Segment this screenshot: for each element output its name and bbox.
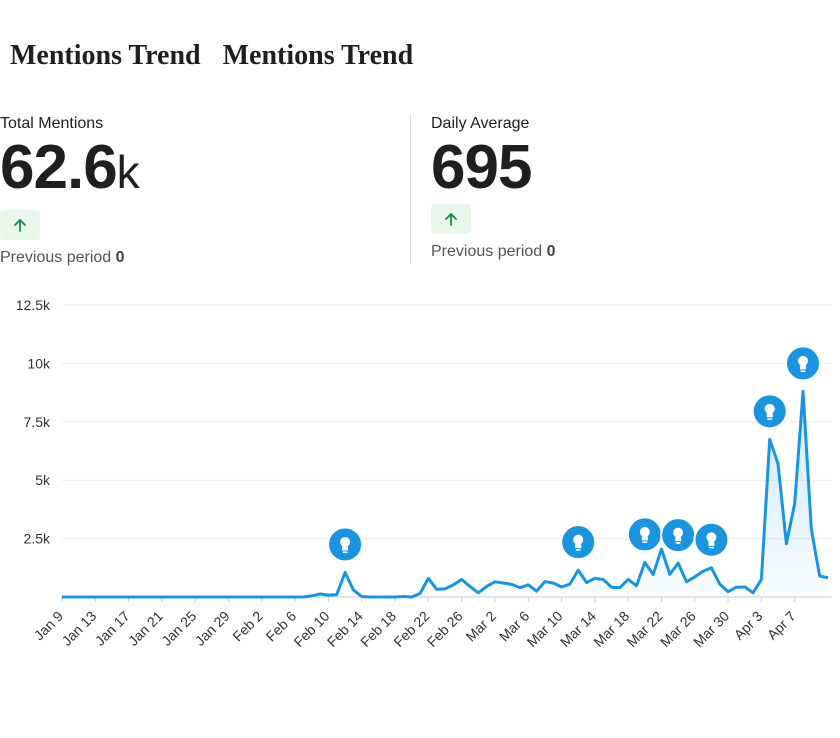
grid-lines bbox=[62, 304, 832, 540]
previous-period-value: 0 bbox=[546, 243, 556, 260]
x-tick-label: Feb 10 bbox=[290, 608, 332, 650]
y-tick-label: 5k bbox=[35, 472, 51, 488]
previous-period: Previous period 0 bbox=[431, 242, 556, 262]
previous-period-label: Previous period bbox=[431, 243, 543, 260]
x-tick-label: Mar 10 bbox=[524, 608, 566, 650]
page-title-duplicate: Mentions Trend bbox=[222, 40, 414, 71]
x-tick-label: Apr 3 bbox=[731, 608, 766, 643]
kpi-label: Total Mentions bbox=[0, 115, 104, 132]
x-tick-label: Mar 18 bbox=[590, 608, 632, 650]
lightbulb-icon[interactable] bbox=[327, 526, 364, 563]
x-tick-label: Jan 29 bbox=[192, 608, 233, 649]
page-title: Mentions Trend bbox=[10, 40, 201, 71]
lightbulb-icon[interactable] bbox=[693, 521, 730, 558]
previous-period-value: 0 bbox=[115, 249, 125, 266]
kpi-label: Daily Average bbox=[431, 115, 530, 132]
lightbulb-icon[interactable] bbox=[660, 517, 697, 554]
y-tick-label: 7.5k bbox=[24, 414, 51, 430]
y-tick-label: 2.5k bbox=[24, 531, 51, 547]
kpi-suffix: k bbox=[116, 146, 140, 198]
lightbulb-icon[interactable] bbox=[560, 524, 597, 561]
lightbulb-icon[interactable] bbox=[785, 345, 822, 382]
arrow-up-icon bbox=[14, 219, 26, 232]
annotations bbox=[327, 345, 822, 563]
trend-badge bbox=[431, 204, 471, 234]
x-tick-label: Jan 21 bbox=[125, 608, 166, 649]
x-tick-label: Jan 25 bbox=[158, 608, 199, 649]
title-row: Mentions Trend Mentions Trend bbox=[10, 38, 413, 74]
previous-period: Previous period 0 bbox=[0, 248, 140, 268]
x-tick-label: Feb 14 bbox=[324, 608, 366, 650]
x-tick-label: Feb 26 bbox=[424, 608, 466, 650]
x-tick-label: Jan 17 bbox=[92, 608, 133, 649]
kpi-divider bbox=[410, 114, 411, 264]
x-tick-label: Mar 22 bbox=[623, 608, 665, 650]
kpi-value: 695 bbox=[431, 136, 556, 200]
previous-period-label: Previous period bbox=[0, 249, 112, 266]
lightbulb-icon[interactable] bbox=[626, 516, 663, 553]
x-tick-label: Feb 2 bbox=[229, 608, 266, 645]
trend-badge bbox=[0, 210, 40, 240]
arrow-up-icon bbox=[445, 213, 457, 226]
x-tick-label: Mar 26 bbox=[657, 608, 699, 650]
x-tick-label: Feb 18 bbox=[357, 608, 399, 650]
kpi-number: 695 bbox=[431, 133, 532, 202]
series-line bbox=[62, 389, 829, 599]
x-tick-label: Mar 14 bbox=[557, 608, 599, 650]
kpi-daily-average: Daily Average 695 Previous period 0 bbox=[431, 114, 556, 262]
kpi-value: 62.6k bbox=[0, 136, 140, 200]
x-tick-label: Mar 30 bbox=[690, 608, 732, 650]
y-tick-label: 12.5k bbox=[16, 297, 51, 313]
y-tick-label: 10k bbox=[27, 355, 51, 371]
x-tick-label: Jan 13 bbox=[58, 608, 99, 649]
lightbulb-icon[interactable] bbox=[751, 393, 788, 430]
y-axis: 2.5k 5k 7.5k 10k 12.5k bbox=[16, 297, 51, 547]
x-tick-label: Apr 7 bbox=[764, 608, 799, 643]
x-tick-label: Mar 2 bbox=[462, 608, 499, 645]
x-tick-label: Feb 22 bbox=[390, 608, 432, 650]
kpi-total-mentions: Total Mentions 62.6k Previous period 0 bbox=[0, 114, 140, 268]
kpi-number: 62.6 bbox=[0, 133, 118, 202]
